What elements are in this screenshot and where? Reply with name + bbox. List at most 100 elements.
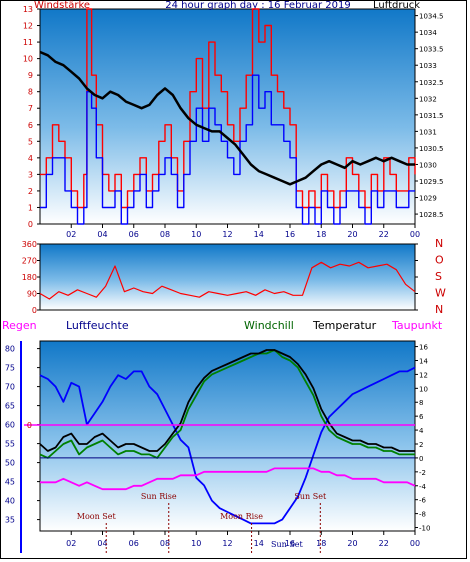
x-tick-label-bottom-8: 18 <box>316 539 326 548</box>
y-left-tick-label-wind-pressure-0: 0 <box>28 220 33 229</box>
y-left-tick-label-wind-pressure-2: 2 <box>28 187 33 196</box>
x-tick-label-top-5: 12 <box>222 230 232 239</box>
y-right-tick-label-wind-pressure-3: 1030 <box>419 161 437 169</box>
y-left-tick-label-temperature-humidity-1: 40 <box>5 497 15 506</box>
y-right-tick-label-wind-pressure-1: 1029 <box>419 195 437 203</box>
header-right-label: Luftdruck <box>373 0 420 11</box>
y-right-tick-label-wind-direction-1: W <box>435 287 446 300</box>
y-left-tick-label-temperature-humidity-0: 35 <box>5 516 15 525</box>
series-line-wind-pressure-0 <box>40 8 416 209</box>
series-line-wind-pressure-2 <box>39 50 415 186</box>
y-right-tick-label-wind-pressure-8: 1032.5 <box>419 79 444 87</box>
y-left-tick-label-wind-pressure-6: 6 <box>28 121 33 130</box>
y-left-tick-label-wind-pressure-8: 8 <box>28 88 33 97</box>
x-tick-label-top-0: 02 <box>66 230 76 239</box>
y-right-tick-label-temperature-humidity-11: 12 <box>419 371 428 379</box>
y-right-tick-label-wind-direction-2: S <box>435 270 442 283</box>
x-tick-label-top-4: 10 <box>191 230 201 239</box>
y-left-tick-label-temperature-humidity-9: 80 <box>5 345 15 354</box>
annotation-1: Sun Rise <box>141 492 177 501</box>
y-left-tick-label-wind-pressure-1: 1 <box>28 203 33 212</box>
y-right-tick-label-wind-direction-0: N <box>435 303 443 316</box>
x-tick-label-top-9: 20 <box>347 230 357 239</box>
chart-layer: 0123456789101112131028.510291029.5103010… <box>5 5 446 553</box>
y-right-tick-label-temperature-humidity-7: 4 <box>419 427 424 435</box>
y-left-tick-label-wind-pressure-5: 5 <box>28 137 33 146</box>
y-right-tick-label-wind-pressure-4: 1030.5 <box>419 145 444 153</box>
y-right-tick-label-temperature-humidity-0: -10 <box>419 525 430 533</box>
y-right-tick-label-temperature-humidity-8: 6 <box>419 413 424 421</box>
series-line-wind-direction-0 <box>39 261 416 300</box>
y-left-tick-label-wind-pressure-3: 3 <box>28 170 33 179</box>
y-right-tick-label-temperature-humidity-5: 0 <box>419 455 423 463</box>
y-right-tick-label-wind-pressure-11: 1034 <box>419 29 437 37</box>
y-left-tick-label-wind-pressure-9: 9 <box>28 71 33 80</box>
y-right-tick-label-temperature-humidity-13: 16 <box>419 344 428 352</box>
x-tick-label-bottom-5: 12 <box>222 539 232 548</box>
temperature-plot-area <box>39 340 416 532</box>
y-left-tick-label-temperature-humidity-5: 60 <box>5 421 15 430</box>
y-left-tick-label-wind-pressure-13: 13 <box>23 5 33 14</box>
y-left-tick-label-wind-pressure-11: 11 <box>23 38 33 47</box>
header-left-label: Windstärke <box>34 0 90 11</box>
x-tick-label-bottom-1: 04 <box>97 539 107 548</box>
y-right-tick-label-temperature-humidity-3: -4 <box>419 483 427 491</box>
legend-temperature: Temperatur <box>312 319 377 332</box>
x-tick-label-bottom-10: 22 <box>379 539 389 548</box>
x-tick-label-top-1: 04 <box>97 230 107 239</box>
y-right-tick-label-temperature-humidity-1: -8 <box>419 511 426 519</box>
y-right-tick-label-wind-pressure-9: 1033 <box>419 62 437 70</box>
series-line-temperature-humidity-1 <box>39 349 415 459</box>
x-tick-label-bottom-6: 14 <box>254 539 264 548</box>
y-right-tick-label-wind-pressure-6: 1031.5 <box>419 112 444 120</box>
x-tick-label-bottom-2: 06 <box>129 539 139 548</box>
x-tick-label-bottom-0: 02 <box>66 539 76 548</box>
x-tick-label-top-3: 08 <box>160 230 170 239</box>
x-tick-label-top-10: 22 <box>379 230 389 239</box>
x-tick-label-bottom-9: 20 <box>347 539 357 548</box>
legend-rain: Regen <box>2 319 37 332</box>
y-right-tick-label-temperature-humidity-9: 8 <box>419 399 423 407</box>
y-left-tick-label-wind-direction-2: 180 <box>22 273 37 282</box>
x-tick-label-top-8: 18 <box>316 230 326 239</box>
y-right-tick-label-temperature-humidity-2: -6 <box>419 497 427 505</box>
zero-marker-label: 0 <box>27 421 32 430</box>
x-tick-label-top-11: 00 <box>410 230 420 239</box>
annotation-4: Sun Set <box>271 540 304 549</box>
y-left-tick-label-wind-pressure-12: 12 <box>23 22 33 31</box>
x-tick-label-top-7: 16 <box>285 230 295 239</box>
series-line-temperature-humidity-2 <box>39 349 415 452</box>
x-tick-label-bottom-4: 10 <box>191 539 201 548</box>
y-right-tick-label-wind-pressure-10: 1033.5 <box>419 46 444 54</box>
x-tick-label-bottom-11: 00 <box>410 539 420 548</box>
annotation-2: Moon Rise <box>220 512 263 521</box>
series-line-temperature-humidity-3 <box>40 467 416 491</box>
annotation-3: Sun Set <box>294 492 327 501</box>
y-right-tick-label-wind-pressure-12: 1034.5 <box>419 13 444 21</box>
legend-humidity: Luftfeuchte <box>66 319 129 332</box>
y-right-tick-label-wind-pressure-0: 1028.5 <box>419 211 444 219</box>
y-left-tick-label-wind-direction-3: 270 <box>22 257 37 266</box>
y-right-tick-label-wind-pressure-5: 1031 <box>419 128 437 136</box>
y-right-tick-label-temperature-humidity-4: -2 <box>419 469 426 477</box>
y-left-tick-label-wind-direction-0: 0 <box>32 306 37 315</box>
y-left-tick-label-wind-direction-1: 90 <box>27 290 37 299</box>
rain-axis-bar <box>20 341 22 553</box>
y-right-tick-label-temperature-humidity-10: 10 <box>419 385 428 393</box>
y-left-tick-label-wind-pressure-4: 4 <box>28 154 33 163</box>
legend-dewpoint: Taupunkt <box>391 319 443 332</box>
y-right-tick-label-temperature-humidity-6: 2 <box>419 441 423 449</box>
y-right-tick-label-wind-pressure-7: 1032 <box>419 95 437 103</box>
y-left-tick-label-wind-pressure-10: 10 <box>23 55 33 64</box>
annotation-0: Moon Set <box>77 512 117 521</box>
header-title: 24 hour graph day : 16 Februar 2019 <box>165 0 350 11</box>
y-right-tick-label-wind-direction-4: N <box>435 237 443 250</box>
y-left-tick-label-wind-direction-4: 360 <box>22 240 37 249</box>
y-left-tick-label-wind-pressure-7: 7 <box>28 104 33 113</box>
y-left-tick-label-temperature-humidity-6: 65 <box>5 402 15 411</box>
series-line-temperature-humidity-0 <box>39 366 416 525</box>
wind-direction-plot-area <box>39 243 416 311</box>
y-left-tick-label-temperature-humidity-8: 75 <box>5 364 15 373</box>
